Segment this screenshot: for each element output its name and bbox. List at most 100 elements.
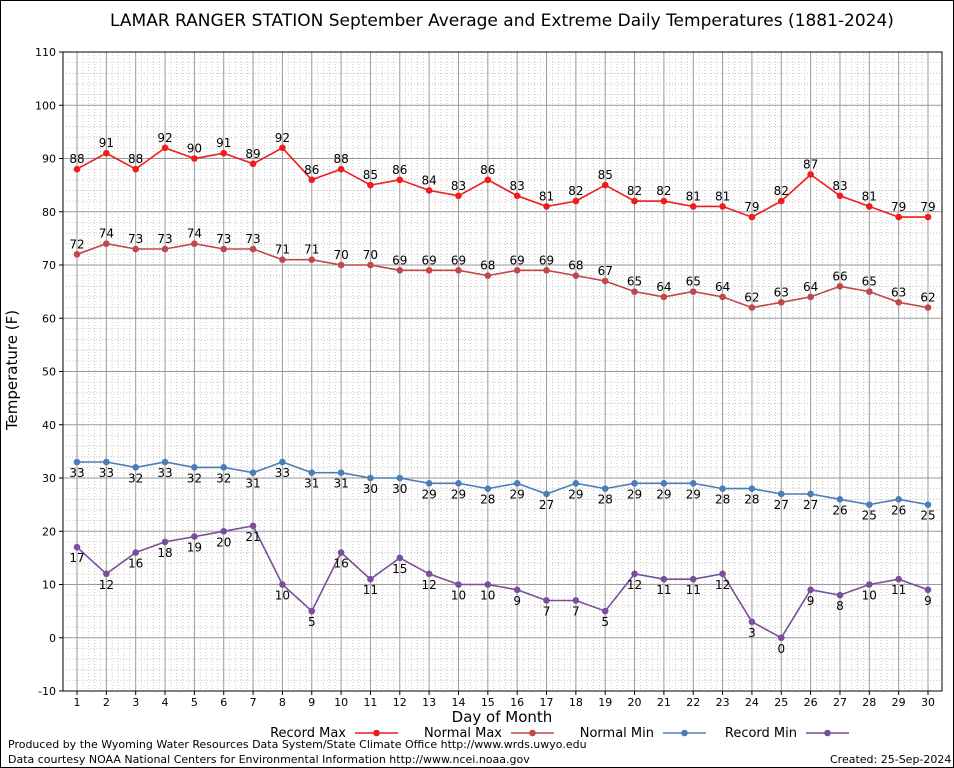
data-label: 18 xyxy=(157,546,172,560)
data-label: 3 xyxy=(748,626,756,640)
data-label: 83 xyxy=(832,179,847,193)
data-label: 70 xyxy=(363,248,378,262)
data-label: 83 xyxy=(451,179,466,193)
data-point xyxy=(601,181,609,189)
data-point xyxy=(777,490,785,498)
data-label: 7 xyxy=(572,604,580,618)
data-point xyxy=(924,304,932,311)
data-point xyxy=(249,160,257,168)
data-label: 28 xyxy=(715,493,730,507)
x-tick-label: 8 xyxy=(279,696,286,709)
data-label: 12 xyxy=(421,578,436,592)
data-point xyxy=(220,245,228,253)
data-label: 64 xyxy=(715,280,730,294)
data-point xyxy=(924,501,932,508)
series-record-max: 88 91 88 92 90 91 89 92 86 88 85 86 84 83 86 83 81 82 85 82… xyxy=(69,131,936,221)
series-line xyxy=(76,525,929,639)
x-tick-label: 21 xyxy=(657,696,671,709)
data-point xyxy=(601,485,609,492)
data-label: 33 xyxy=(157,466,172,480)
data-point xyxy=(777,197,785,205)
data-point xyxy=(161,538,169,546)
data-point xyxy=(455,581,462,588)
data-label: 64 xyxy=(656,280,671,294)
legend-swatch-marker xyxy=(681,729,688,737)
data-label: 20 xyxy=(216,535,231,549)
data-point xyxy=(572,480,580,487)
data-label: 85 xyxy=(598,168,613,182)
data-point xyxy=(601,607,609,615)
data-label: 86 xyxy=(304,163,319,177)
data-point xyxy=(308,176,316,184)
data-label: 69 xyxy=(539,253,554,267)
data-point xyxy=(807,490,814,498)
x-tick-label: 6 xyxy=(220,696,227,709)
data-label: 17 xyxy=(69,551,84,565)
legend-item: Record Max xyxy=(270,726,398,741)
data-label: 27 xyxy=(774,498,789,512)
data-point xyxy=(191,464,198,471)
data-point xyxy=(660,480,668,487)
data-label: 69 xyxy=(510,253,525,267)
data-point xyxy=(748,485,756,492)
data-point xyxy=(103,149,110,157)
x-tick-label: 18 xyxy=(569,696,583,709)
data-label: 29 xyxy=(568,487,583,501)
data-point xyxy=(279,581,286,588)
data-label: 0 xyxy=(777,642,785,656)
data-label: 29 xyxy=(510,487,525,501)
x-tick-label: 4 xyxy=(162,696,169,709)
data-point xyxy=(836,496,844,503)
data-label: 65 xyxy=(627,275,642,289)
data-label: 21 xyxy=(245,530,260,544)
data-label: 32 xyxy=(128,471,143,485)
data-label: 73 xyxy=(157,232,172,246)
data-point xyxy=(866,203,873,210)
data-label: 10 xyxy=(862,589,877,603)
data-label: 74 xyxy=(187,227,202,241)
y-tick-label: 100 xyxy=(35,99,56,112)
x-tick-label: 11 xyxy=(363,696,377,709)
data-label: 28 xyxy=(598,493,613,507)
data-label: 88 xyxy=(128,152,143,166)
data-point xyxy=(543,267,550,274)
data-point xyxy=(73,251,81,258)
data-point xyxy=(484,485,492,492)
data-point xyxy=(337,549,345,556)
data-point xyxy=(308,469,316,476)
data-label: 10 xyxy=(275,589,290,603)
footer-data-courtesy: Data courtesy NOAA National Centers for … xyxy=(8,753,530,766)
x-tick-label: 2 xyxy=(103,696,110,709)
data-label: 5 xyxy=(308,615,316,629)
x-tick-label: 15 xyxy=(481,696,495,709)
y-tick-label: 50 xyxy=(42,366,56,379)
data-point xyxy=(396,176,404,184)
y-tick-label: 70 xyxy=(42,259,56,272)
data-label: 29 xyxy=(686,487,701,501)
data-point xyxy=(543,203,550,210)
data-label: 91 xyxy=(99,136,114,150)
data-label: 12 xyxy=(715,578,730,592)
data-label: 7 xyxy=(543,604,551,618)
data-point xyxy=(249,469,257,476)
data-point xyxy=(924,586,932,594)
data-label: 69 xyxy=(392,253,407,267)
series-line xyxy=(76,146,928,218)
legend-label: Normal Max xyxy=(424,726,502,741)
data-point xyxy=(836,283,844,290)
series-record-min: 17 12 16 18 19 20 21 10 5 16 11 15 12 10 10 9 7 7 5 12 11 11 1… xyxy=(69,522,932,656)
data-label: 32 xyxy=(187,471,202,485)
data-label: 83 xyxy=(510,179,525,193)
data-label: 73 xyxy=(216,232,231,246)
data-label: 28 xyxy=(744,493,759,507)
series-line xyxy=(76,242,929,309)
data-label: 65 xyxy=(862,275,877,289)
data-label: 29 xyxy=(656,487,671,501)
data-label: 92 xyxy=(275,131,290,145)
data-label: 71 xyxy=(275,243,290,257)
y-tick-label: 110 xyxy=(35,46,56,59)
footer-created: Created: 25-Sep-2024 xyxy=(830,753,952,766)
data-point xyxy=(220,527,228,535)
data-label: 9 xyxy=(924,594,932,608)
